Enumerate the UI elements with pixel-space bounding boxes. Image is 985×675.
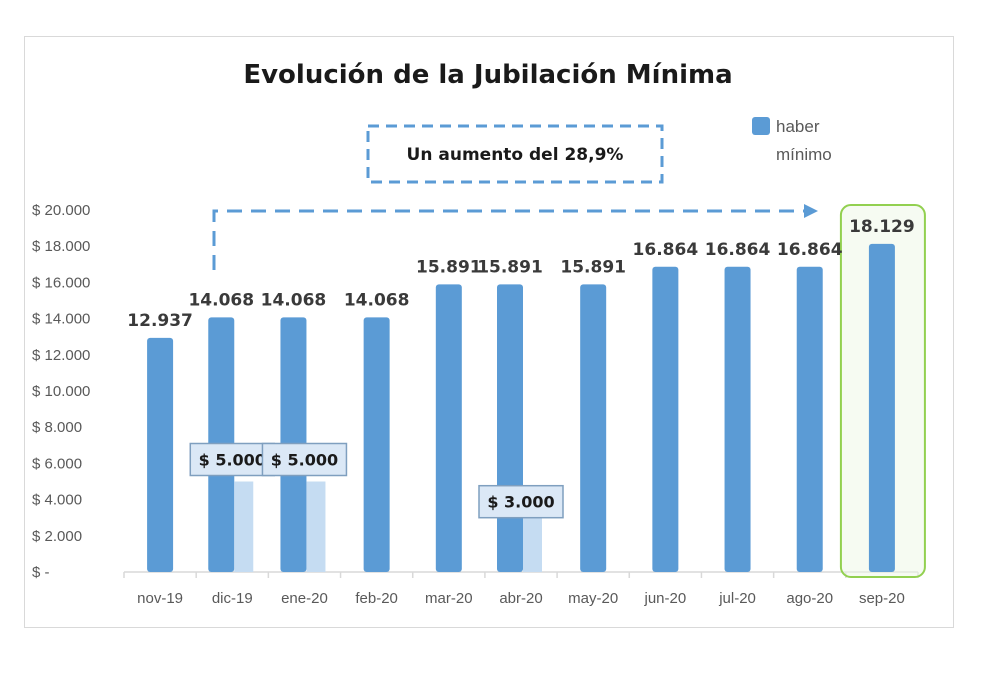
legend-swatch: [752, 117, 770, 135]
bar-nov-19: [147, 337, 174, 572]
x-tick-label: sep-20: [859, 590, 905, 607]
bonus-callout-abr-20: $ 3.000: [478, 484, 564, 519]
x-tick-label: nov-19: [137, 590, 183, 607]
annotation-text: Un aumento del 28,9%: [407, 145, 624, 165]
x-tick-label: jul-20: [718, 590, 756, 607]
arrow-head-icon: [804, 204, 818, 218]
callout-label: $ 3.000: [487, 493, 554, 512]
bar-jul-20: [724, 266, 751, 572]
bar-may-20: [580, 284, 607, 572]
x-axis: nov-19 dic-19 ene-20 feb-20 mar-20 abr-20 may-…: [123, 571, 919, 607]
data-label: 16.864: [633, 240, 699, 260]
bonus-bar-ene-20: [306, 481, 326, 572]
callout-box: [478, 484, 564, 519]
x-tick-label: jun-20: [644, 590, 687, 607]
x-tick-label: mar-20: [425, 590, 473, 607]
data-label: 15.891: [560, 257, 626, 277]
y-tick-label: $ 10.000: [32, 383, 90, 400]
callout-box: [189, 442, 276, 477]
callout-box: [261, 442, 348, 477]
bars: [147, 243, 895, 572]
x-tick-label: dic-19: [212, 590, 253, 607]
y-tick-label: $ 12.000: [32, 347, 90, 364]
data-label: 15.891: [477, 257, 543, 277]
chart-title: Evolución de la Jubilación Mínima: [243, 60, 732, 90]
x-tick-label: ago-20: [786, 590, 833, 607]
increase-arrow: [212, 204, 818, 270]
bonus-bar-abr-20: [523, 517, 542, 572]
y-tick-label: $ 20.000: [32, 202, 90, 219]
y-tick-label: $ 2.000: [32, 528, 82, 545]
data-label: 14.068: [261, 290, 327, 310]
bar-sep-20: [868, 243, 895, 572]
bonus-callouts: $ 5.000 $ 5.000 $ 3.000: [189, 442, 564, 519]
bonus-callout-ene-20: $ 5.000: [261, 442, 348, 477]
y-tick-label: $ 16.000: [32, 274, 90, 291]
legend-label-line1: haber: [776, 117, 820, 136]
y-tick-label: $ 6.000: [32, 455, 82, 472]
y-tick-label: $ 14.000: [32, 311, 90, 328]
x-tick-label: ene-20: [281, 590, 328, 607]
data-label: 16.864: [777, 240, 843, 260]
data-label: 14.068: [188, 290, 254, 310]
data-label: 18.129: [849, 217, 915, 237]
bonus-bar-dic-19: [234, 481, 254, 572]
y-tick-label: $ 18.000: [32, 238, 90, 255]
data-label: 12.937: [127, 311, 193, 331]
x-tick-label: feb-20: [355, 590, 398, 607]
annotation-box: Un aumento del 28,9%: [366, 124, 664, 184]
data-label: 15.891: [416, 257, 482, 277]
y-axis: $ - $ 2.000 $ 4.000 $ 6.000 $ 8.000 $ 10.000 $…: [32, 202, 90, 581]
y-tick-label: $ 4.000: [32, 492, 82, 509]
callout-label: $ 5.000: [271, 451, 338, 470]
legend: haber mínimo: [752, 117, 832, 164]
bonus-callout-dic-19: $ 5.000: [189, 442, 276, 477]
y-tick-label: $ 8.000: [32, 419, 82, 436]
x-tick-label: may-20: [568, 590, 618, 607]
bar-mar-20: [435, 284, 462, 572]
bar-abr-20: [497, 284, 523, 572]
data-label: 14.068: [344, 290, 410, 310]
data-label: 16.864: [705, 240, 771, 260]
x-tick-label: abr-20: [499, 590, 542, 607]
legend-label-line2: mínimo: [776, 145, 832, 164]
y-tick-label: $ -: [32, 564, 50, 581]
bar-jun-20: [652, 266, 679, 572]
bar-ago-20: [796, 266, 823, 572]
callout-label: $ 5.000: [199, 451, 266, 470]
bar-feb-20: [363, 317, 390, 572]
